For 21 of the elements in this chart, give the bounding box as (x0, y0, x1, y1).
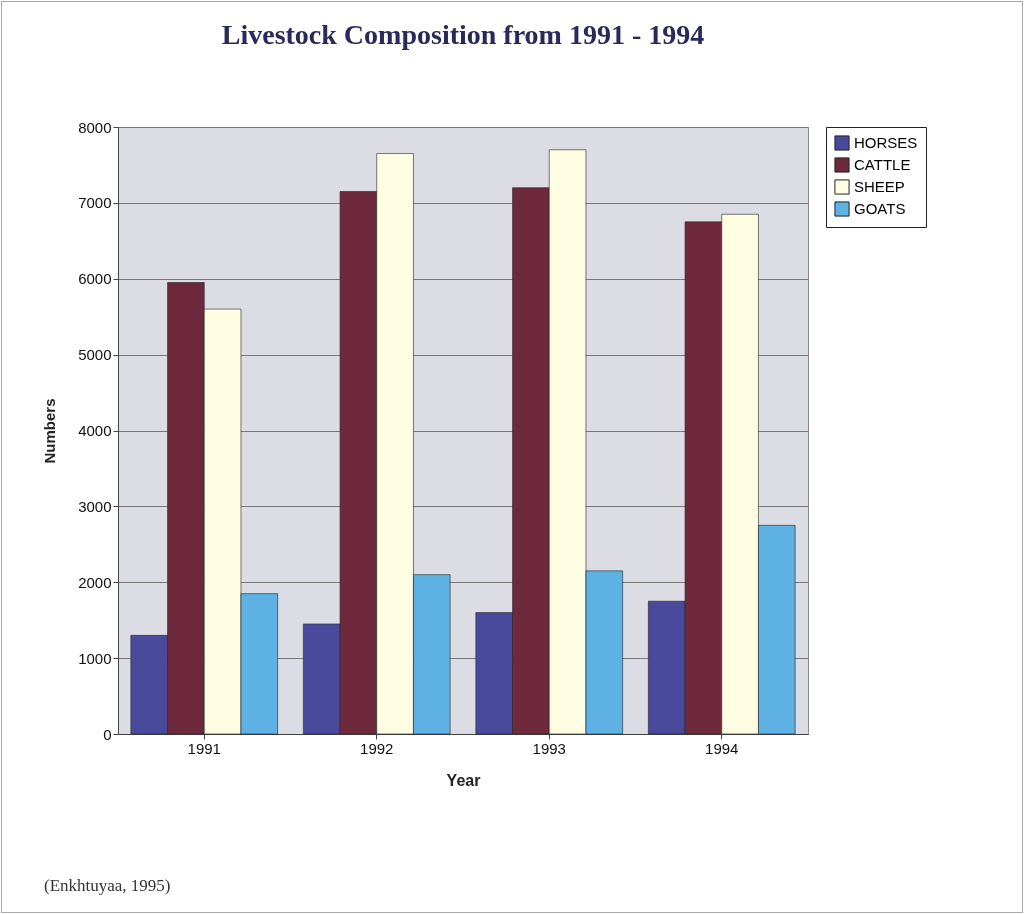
x-tick-label: 1993 (532, 739, 566, 757)
y-axis-title: Numbers (41, 398, 59, 464)
y-tick-label: 5000 (78, 346, 112, 364)
y-tick-label: 3000 (78, 497, 112, 515)
y-tick-label: 6000 (78, 270, 112, 288)
y-tick-label: 4000 (78, 422, 112, 439)
x-tick-label: 1994 (705, 739, 739, 757)
legend-label: GOATS (854, 200, 906, 217)
y-tick-label: 2000 (78, 573, 112, 591)
text: (Enkhtuyaa, 1995) (44, 876, 171, 896)
y-tick-label: 7000 (78, 194, 112, 212)
legend-label: SHEEP (854, 178, 905, 195)
x-tick-label: 1992 (360, 739, 394, 757)
y-tick-label: 1000 (78, 649, 112, 667)
y-tick-label: 8000 (78, 118, 112, 136)
x-axis-title: Year (446, 771, 481, 789)
legend-label: CATTLE (854, 156, 911, 173)
chart-title: Livestock Composition from 1991 - 1994 (221, 19, 705, 50)
x-tick-label: 1991 (187, 739, 221, 757)
legend-label: HORSES (854, 134, 918, 151)
y-tick-label: 0 (103, 725, 112, 743)
